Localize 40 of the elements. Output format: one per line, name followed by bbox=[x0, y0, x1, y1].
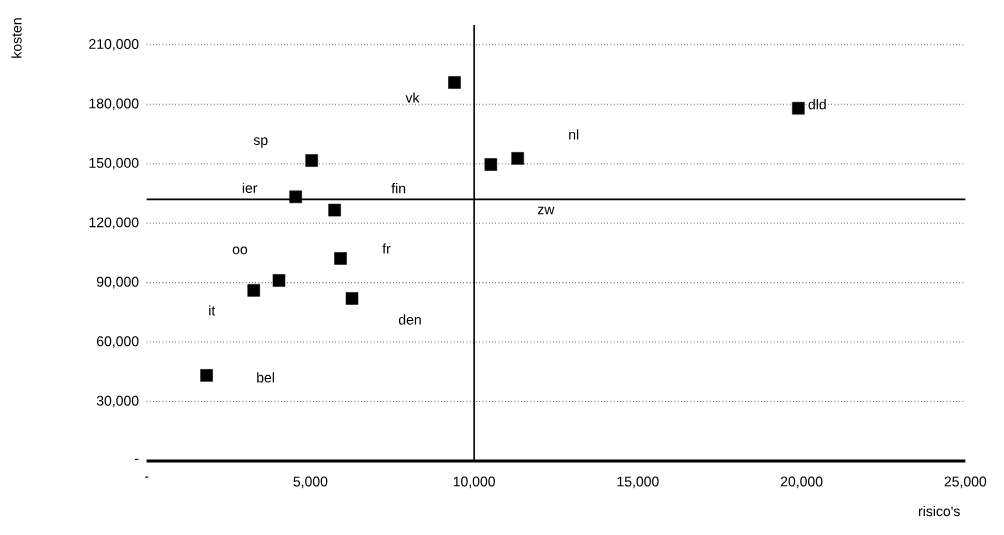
y-tick-label: 150,000 bbox=[89, 157, 139, 170]
y-tick-label: 60,000 bbox=[96, 336, 139, 348]
annotation: dld bbox=[808, 99, 826, 110]
y-tick-label: 90,000 bbox=[96, 276, 139, 289]
x-axis-title: risico's bbox=[918, 505, 960, 517]
point bbox=[200, 369, 213, 382]
annotation: sp bbox=[253, 137, 268, 148]
point bbox=[305, 154, 318, 167]
x-tick-label: 20,000 bbox=[780, 476, 823, 489]
point bbox=[484, 158, 498, 171]
point bbox=[247, 284, 261, 297]
point bbox=[345, 292, 359, 305]
annotation: ier bbox=[242, 182, 258, 193]
x-tick-label: 10,000 bbox=[453, 476, 495, 489]
point bbox=[272, 274, 286, 287]
annotation: fin bbox=[391, 183, 406, 194]
y-tick-label: 30,000 bbox=[96, 395, 139, 408]
y-tick-label: 210,000 bbox=[89, 39, 139, 51]
y-tick-label: - bbox=[135, 458, 139, 460]
point bbox=[328, 203, 341, 217]
x-tick-label: 15,000 bbox=[617, 476, 659, 489]
annotation: it bbox=[209, 305, 216, 316]
y-axis-title: kosten bbox=[11, 18, 22, 58]
annotation: zw bbox=[537, 206, 555, 215]
x-tick-label: - bbox=[144, 476, 149, 478]
point bbox=[289, 190, 302, 204]
annotation: vk bbox=[405, 92, 420, 103]
annotation: bel bbox=[257, 372, 274, 383]
y-tick-label: 120,000 bbox=[89, 217, 139, 229]
point bbox=[448, 76, 461, 89]
point bbox=[511, 152, 524, 165]
point bbox=[334, 252, 347, 265]
annotation: nl bbox=[569, 129, 579, 140]
annotation: oo bbox=[232, 246, 248, 255]
y-tick-label: 180,000 bbox=[89, 98, 139, 111]
annotation: fr bbox=[382, 243, 391, 254]
annotation: den bbox=[398, 314, 421, 325]
x-tick-label: 5,000 bbox=[293, 476, 328, 489]
x-tick-label: 25,000 bbox=[944, 476, 987, 489]
point bbox=[792, 101, 805, 115]
